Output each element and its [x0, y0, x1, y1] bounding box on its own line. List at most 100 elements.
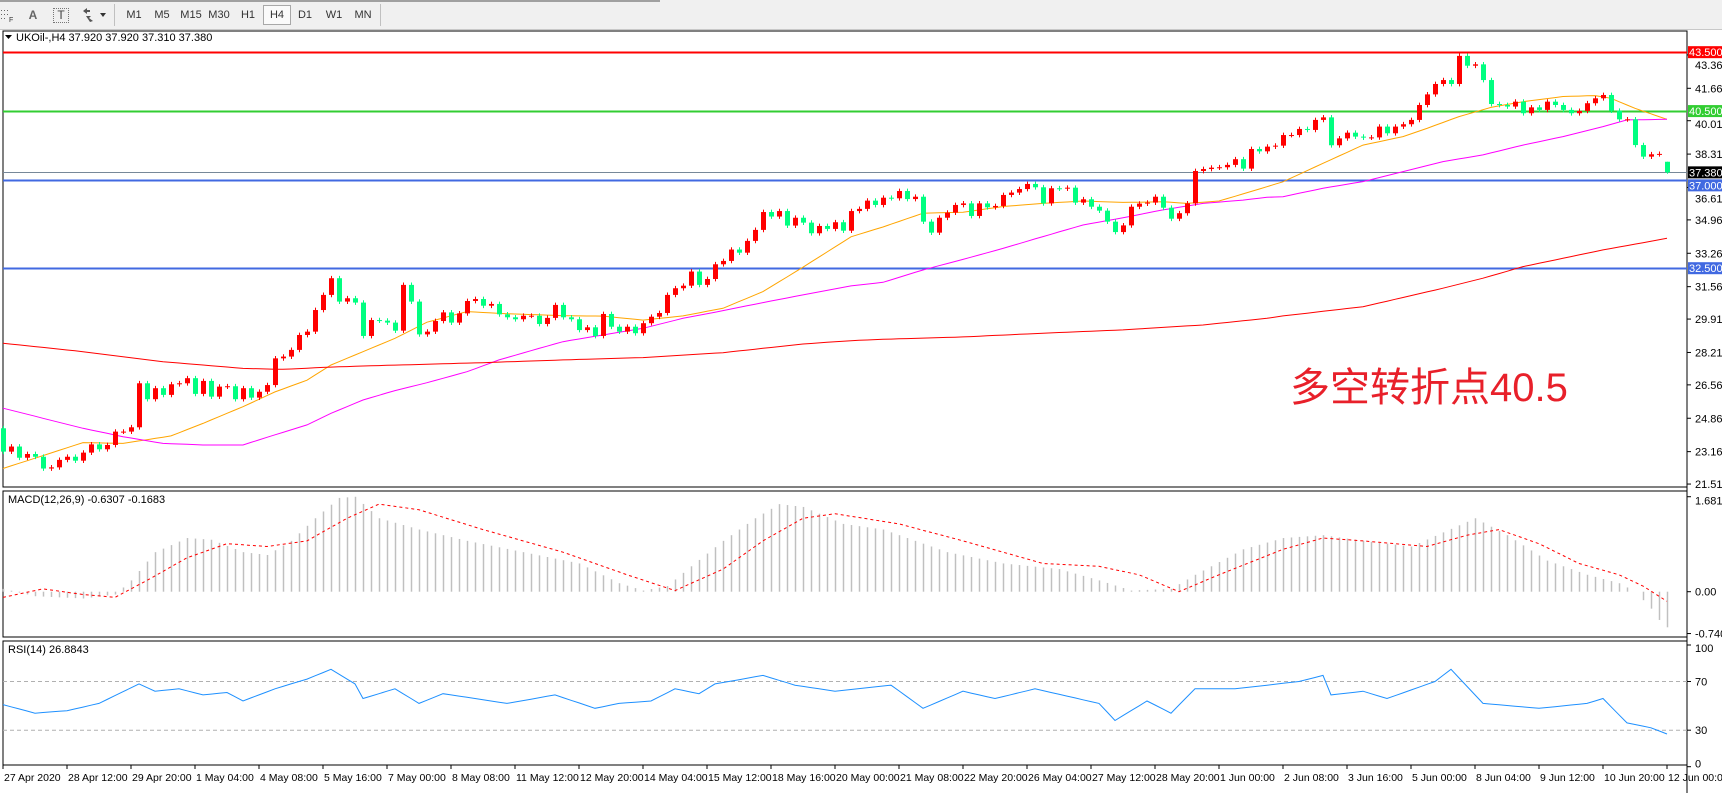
price-tick-label: 38.310 — [1695, 149, 1722, 161]
candle-body — [177, 383, 182, 385]
candle — [561, 302, 566, 320]
timeframe-w1-button[interactable]: W1 — [325, 9, 343, 21]
timeframe-mn-button[interactable]: MN — [354, 9, 372, 21]
candle — [1025, 181, 1030, 192]
candle — [1105, 208, 1110, 225]
timeframe-m5-button[interactable]: M5 — [154, 9, 170, 21]
text-label-t-icon[interactable]: T — [53, 8, 69, 23]
candle-body — [1361, 136, 1366, 138]
rsi-tick-label: 30 — [1695, 725, 1707, 737]
candle-body — [1025, 183, 1030, 190]
candle-body — [1481, 64, 1486, 81]
timeframe-h4-button[interactable]: H4 — [263, 5, 291, 25]
candle — [1553, 99, 1558, 108]
text-a-icon[interactable]: A — [28, 8, 38, 22]
candle-body — [969, 203, 974, 216]
candle-body — [41, 456, 46, 469]
candle — [1097, 204, 1102, 214]
candle — [1545, 99, 1550, 113]
candle — [473, 296, 478, 304]
candle — [497, 301, 502, 317]
candle-body — [353, 298, 358, 303]
candle — [9, 444, 14, 454]
candle — [1193, 168, 1198, 206]
candle-body — [1497, 104, 1502, 106]
candle-body — [1, 428, 6, 452]
candle-body — [1289, 135, 1294, 137]
price-tick-label: 28.210 — [1695, 347, 1722, 359]
time-tick-label: 18 May 16:00 — [772, 772, 836, 784]
candle — [761, 209, 766, 233]
collapse-triangle-icon[interactable] — [5, 35, 12, 39]
candle — [321, 292, 326, 313]
toolbar-top-edge — [0, 0, 660, 2]
candle — [49, 464, 54, 471]
timeframe-d1-button[interactable]: D1 — [297, 9, 313, 21]
time-tick-label: 20 May 00:00 — [836, 772, 900, 784]
time-tick-label: 1 May 04:00 — [196, 772, 254, 784]
timeframe-h1-button[interactable]: H1 — [240, 9, 256, 21]
candle-body — [129, 427, 134, 432]
candle-body — [1193, 170, 1198, 204]
chevron-down-icon — [100, 13, 106, 17]
candle-body — [369, 320, 374, 336]
candle-body — [321, 294, 326, 311]
candle — [673, 285, 678, 298]
candle-body — [225, 386, 230, 388]
candle-body — [1113, 221, 1118, 233]
candle-body — [833, 222, 838, 229]
candle — [849, 208, 854, 234]
candle — [841, 219, 846, 234]
candle — [1209, 165, 1214, 172]
candle — [337, 275, 342, 304]
candle — [129, 424, 134, 434]
candle — [553, 302, 558, 321]
timeframe-m30-button[interactable]: M30 — [208, 9, 230, 21]
candle — [1561, 102, 1566, 113]
candle — [617, 324, 622, 334]
candle-body — [537, 315, 542, 324]
time-tick-label: 8 Jun 04:00 — [1476, 772, 1531, 784]
grid-f-icon[interactable]: F — [0, 6, 14, 24]
price-label-box — [1688, 166, 1722, 179]
candle — [361, 300, 366, 339]
candle-body — [953, 204, 958, 213]
timeframe-m15-button[interactable]: M15 — [180, 9, 202, 21]
candle-body — [865, 200, 870, 209]
candle-body — [673, 288, 678, 295]
price-label-box — [1688, 105, 1722, 118]
candle — [1345, 130, 1350, 141]
candle-body — [945, 212, 950, 218]
candle — [1617, 108, 1622, 122]
candle — [1137, 201, 1142, 210]
time-tick-label: 7 May 00:00 — [388, 772, 446, 784]
candle-body — [249, 388, 254, 398]
candle-body — [1169, 207, 1174, 219]
candle — [633, 324, 638, 336]
candle-body — [1377, 126, 1382, 138]
candle — [897, 188, 902, 201]
candle — [1417, 102, 1422, 123]
candle-body — [1017, 189, 1022, 193]
candle — [1361, 134, 1366, 140]
candle — [737, 247, 742, 256]
timeframe-m1-button[interactable]: M1 — [126, 9, 142, 21]
svg-text:F: F — [9, 17, 13, 24]
candle — [1329, 115, 1334, 148]
candle — [833, 219, 838, 232]
candle-body — [1121, 225, 1126, 233]
candle — [1065, 185, 1070, 192]
price-label-box — [1688, 179, 1722, 192]
candle-body — [473, 299, 478, 302]
candle — [1625, 116, 1630, 122]
candle-body — [1313, 119, 1318, 130]
rsi-line — [2, 668, 1668, 735]
candle — [993, 203, 998, 210]
candle-body — [1137, 203, 1142, 207]
candle-body — [201, 380, 206, 394]
candle-body — [961, 203, 966, 205]
arrows-icon[interactable] — [80, 6, 110, 24]
candle — [721, 258, 726, 267]
candle — [753, 227, 758, 244]
